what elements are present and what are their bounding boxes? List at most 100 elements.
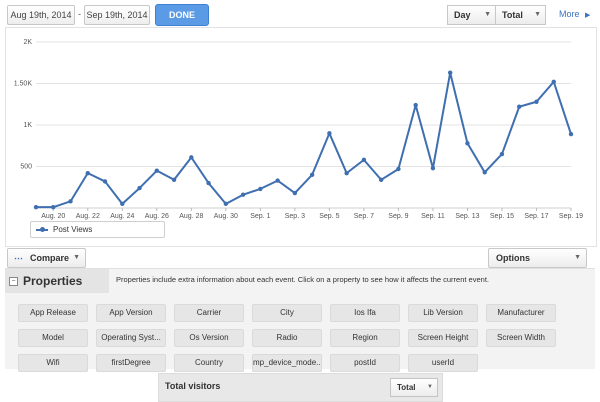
properties-header[interactable]: − Properties [5,269,109,293]
chevron-down-icon: ▼ [484,11,491,18]
x-tick-label: Sep. 15 [490,213,514,220]
data-point [223,201,229,207]
data-point [465,141,470,146]
data-point [309,172,315,177]
date-range-separator: - [78,9,81,19]
property-chip[interactable]: Radio [252,329,322,347]
total-visitors-select-value: Total [397,383,416,392]
data-point [551,79,556,85]
options-button[interactable]: Options ▼ [488,248,587,268]
compare-icon: ⋯ [14,253,23,263]
data-point [171,177,177,182]
property-chip[interactable]: Region [330,329,400,347]
data-point [396,166,401,172]
data-point [275,178,280,183]
total-visitors-select[interactable]: Total ▼ [390,378,438,397]
x-tick-label: Aug. 26 [145,213,169,220]
property-chip[interactable]: Lib Version [408,304,478,322]
mode-select-value: Total [502,10,523,20]
interval-select-value: Day [454,10,471,20]
data-point [137,185,142,191]
legend-marker-icon [40,227,45,232]
data-point [102,179,108,184]
property-chip[interactable]: City [252,304,322,322]
property-chip[interactable]: App Release [18,304,88,322]
property-chip[interactable]: Model [18,329,88,347]
data-point [206,180,211,186]
x-tick-label: Aug. 30 [214,213,238,220]
interval-select[interactable]: Day ▼ [447,5,496,25]
data-point [447,70,453,75]
series-line-post-views [36,71,572,209]
x-tick-label: Aug. 20 [41,213,65,220]
property-chip[interactable]: firstDegree [96,354,166,372]
y-tick-label: 1K [23,122,32,129]
compare-button[interactable]: ⋯ Compare ▼ [7,248,86,268]
done-button[interactable]: DONE [155,4,209,26]
property-chip[interactable]: Os Version [174,329,244,347]
data-point [154,168,160,173]
property-chip[interactable]: Manufacturer [486,304,556,322]
properties-description: Properties include extra information abo… [116,275,489,284]
properties-title: Properties [23,274,83,288]
property-chip[interactable]: Country [174,354,244,372]
options-label: Options [496,253,530,263]
data-point [240,192,246,197]
x-tick-label: Sep. 3 [285,213,305,220]
property-chip[interactable]: mp_device_mode... [252,354,322,372]
chevron-down-icon: ▼ [427,384,433,390]
data-point [327,131,332,136]
data-point [85,170,90,176]
data-point [413,102,418,108]
data-point [344,170,349,176]
x-tick-label: Sep. 13 [455,213,479,220]
data-point [51,204,56,210]
x-tick-label: Aug. 22 [76,213,100,220]
data-point [534,99,539,104]
start-date-field[interactable]: Aug 19th, 2014 [7,5,75,25]
compare-label: Compare [30,253,70,263]
property-chip[interactable]: App Version [96,304,166,322]
data-point [482,170,487,175]
total-visitors-title: Total visitors [165,381,221,391]
x-tick-label: Sep. 7 [354,213,374,220]
data-point [292,190,298,196]
chevron-down-icon: ▼ [534,11,541,18]
chart-panel: 500 1K 1.50K 2K Aug. 20 Aug. 22 Aug. 24 Aug. 26… [5,27,597,247]
property-chip[interactable]: Screen Width [486,329,556,347]
data-point [361,157,367,163]
property-chip[interactable]: Carrier [174,304,244,322]
data-point [189,155,194,160]
y-tick-label: 500 [20,164,32,171]
data-point [33,204,39,210]
data-point [258,186,263,192]
chart-legend[interactable]: Post Views [30,221,165,238]
chevron-down-icon: ▼ [574,254,581,261]
property-chip[interactable]: postId [330,354,400,372]
x-tick-label: Sep. 19 [559,213,583,220]
data-point [68,199,73,204]
x-tick-label: Sep. 11 [421,213,445,220]
y-tick-label: 1.50K [14,81,33,88]
data-point [517,104,522,109]
collapse-icon[interactable]: − [9,277,18,286]
x-tick-label: Sep. 1 [250,213,270,220]
property-chip[interactable]: Operating Syst... [96,329,166,347]
chevron-down-icon: ▼ [73,254,80,261]
y-tick-label: 2K [23,39,32,46]
line-chart: 500 1K 1.50K 2K Aug. 20 Aug. 22 Aug. 24 Aug. 26… [14,39,583,220]
more-link[interactable]: More ▶ [559,9,590,19]
x-tick-label: Aug. 28 [179,213,203,220]
end-date-field[interactable]: Sep 19th, 2014 [84,5,150,25]
mode-select[interactable]: Total ▼ [495,5,546,25]
total-visitors-bar: Total visitors Total ▼ [158,373,443,402]
more-label: More [559,9,580,19]
property-chip[interactable]: Ios Ifa [330,304,400,322]
x-tick-label: Sep. 5 [319,213,339,220]
property-chip[interactable]: userId [408,354,478,372]
x-tick-label: Aug. 24 [110,213,134,220]
legend-label: Post Views [53,225,93,234]
property-chip[interactable]: Wifi [18,354,88,372]
properties-panel: − Properties Properties include extra in… [5,268,595,372]
property-chip[interactable]: Screen Height [408,329,478,347]
